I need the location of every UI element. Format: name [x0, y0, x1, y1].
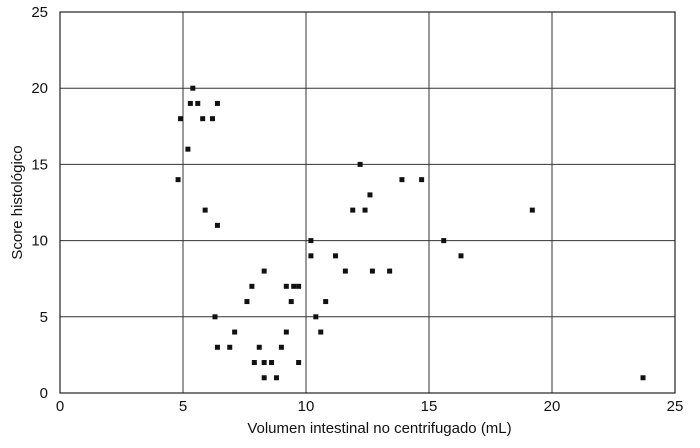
- data-point: [308, 253, 314, 259]
- data-point: [269, 360, 275, 366]
- data-point: [399, 177, 405, 183]
- data-point: [214, 100, 220, 106]
- data-point: [291, 283, 297, 289]
- data-point: [350, 207, 356, 213]
- y-tick-label: 0: [40, 385, 48, 402]
- data-point: [387, 268, 393, 274]
- plot-frame: [59, 11, 676, 394]
- data-point: [419, 177, 425, 183]
- x-axis-title: Volumen intestinal no centrifugado (mL): [247, 420, 511, 437]
- data-point: [308, 238, 314, 244]
- data-point: [210, 116, 216, 122]
- data-point: [333, 253, 339, 259]
- y-tick-label: 10: [31, 233, 48, 250]
- data-point: [187, 100, 193, 106]
- data-point: [357, 161, 363, 167]
- data-point: [529, 207, 535, 213]
- grid-lines: [59, 11, 676, 394]
- data-point: [458, 253, 464, 259]
- data-point: [190, 85, 196, 91]
- data-point: [369, 268, 375, 274]
- data-point: [244, 299, 250, 305]
- data-point: [251, 360, 257, 366]
- data-point: [288, 299, 294, 305]
- x-tick-label: 20: [544, 398, 561, 415]
- y-tick-label: 5: [40, 309, 48, 326]
- data-point: [249, 283, 255, 289]
- x-tick-label: 15: [421, 398, 438, 415]
- data-point: [232, 329, 238, 335]
- x-tick-label: 25: [667, 398, 684, 415]
- data-point: [200, 116, 206, 122]
- y-tick-label: 20: [31, 80, 48, 97]
- data-point: [178, 116, 184, 122]
- data-point: [296, 360, 302, 366]
- data-point: [342, 268, 348, 274]
- data-point: [195, 100, 201, 106]
- x-tick-label: 0: [56, 398, 64, 415]
- x-tick-labels: 0 5 10 15 20 25: [56, 398, 684, 415]
- x-tick-label: 10: [298, 398, 315, 415]
- data-point: [283, 283, 289, 289]
- y-tick-label: 25: [31, 4, 48, 21]
- data-point: [214, 344, 220, 350]
- data-point: [214, 222, 220, 228]
- y-tick-label: 15: [31, 156, 48, 173]
- data-point: [362, 207, 368, 213]
- data-point: [261, 375, 267, 381]
- x-tick-label: 5: [179, 398, 187, 415]
- data-point: [202, 207, 208, 213]
- data-point: [313, 314, 319, 320]
- data-point: [296, 283, 302, 289]
- data-point: [185, 146, 191, 152]
- data-point: [261, 268, 267, 274]
- data-point: [212, 314, 218, 320]
- data-point: [367, 192, 373, 198]
- y-axis-title: Score histológico: [9, 145, 26, 259]
- data-points: [175, 85, 646, 381]
- data-point: [640, 375, 646, 381]
- data-point: [318, 329, 324, 335]
- y-tick-labels: 0 5 10 15 20 25: [31, 4, 48, 402]
- data-point: [278, 344, 284, 350]
- data-point: [261, 360, 267, 366]
- data-point: [323, 299, 329, 305]
- data-point: [227, 344, 233, 350]
- data-point: [273, 375, 279, 381]
- data-point: [175, 177, 181, 183]
- data-point: [256, 344, 262, 350]
- data-point: [283, 329, 289, 335]
- data-point: [441, 238, 447, 244]
